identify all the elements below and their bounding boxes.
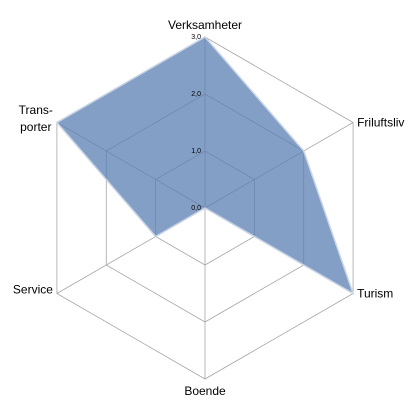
tick-label: 2,0 [191, 91, 201, 98]
category-label: Boende [184, 384, 226, 398]
category-label: Turism [357, 286, 394, 300]
radar-area [55, 36, 355, 296]
category-label: Verksamheter [167, 18, 243, 32]
tick-label: 0,0 [191, 205, 201, 212]
tick-label: 3,0 [191, 34, 201, 41]
category-label: Trans- porter [18, 102, 53, 134]
tick-label: 1,0 [191, 148, 201, 155]
category-label: Service [12, 282, 53, 296]
category-label: Friluftsliv [357, 115, 405, 129]
